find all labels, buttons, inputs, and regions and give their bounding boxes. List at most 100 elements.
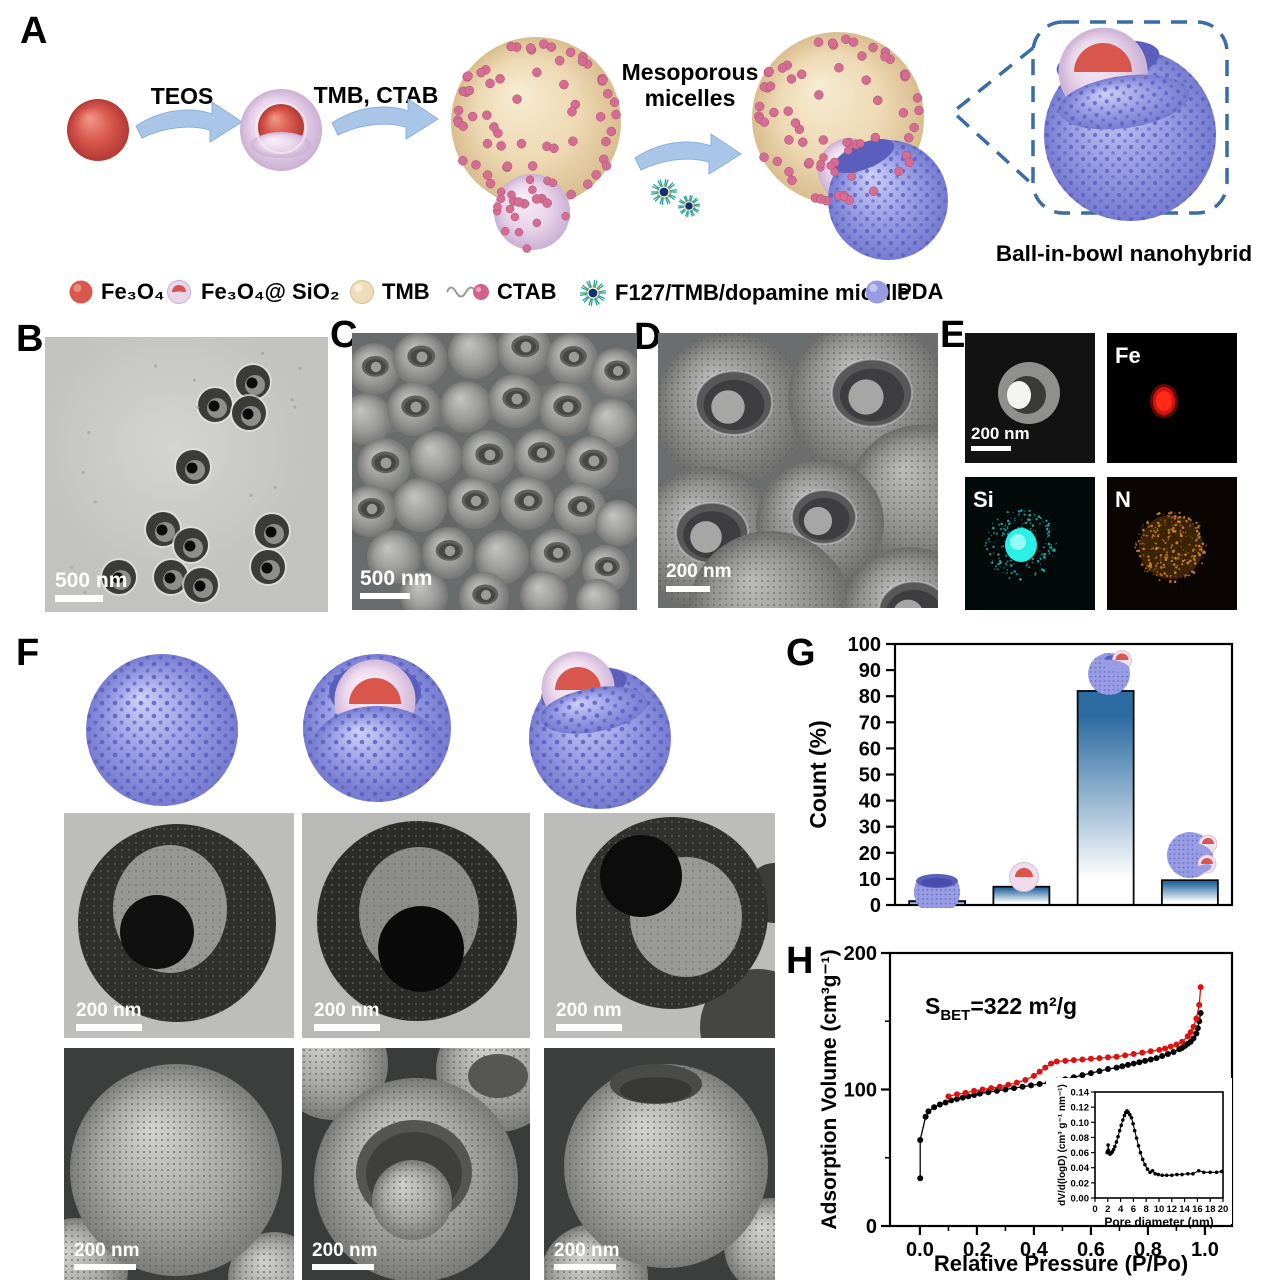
bar-icon-double-ball-in-bowl bbox=[1167, 832, 1218, 878]
tmb-pda-composite bbox=[752, 32, 948, 260]
eds-stem-image: 200 nm bbox=[965, 333, 1095, 463]
schematic-cutaway-sphere bbox=[303, 654, 451, 802]
callout-outline bbox=[950, 20, 1229, 215]
bar-icon-ball-in-bowl bbox=[1088, 650, 1132, 695]
legend-label: CTAB bbox=[497, 279, 557, 304]
arrow-step3 bbox=[634, 133, 742, 175]
legend-label: Fe₃O₄ bbox=[101, 279, 165, 304]
micelle-icon bbox=[678, 195, 700, 217]
tem-image-f1: 200 nm bbox=[64, 813, 294, 1038]
schematic-ball-in-bowl bbox=[529, 651, 671, 809]
svg-text:12: 12 bbox=[1167, 1204, 1178, 1215]
ctab-dots bbox=[754, 34, 924, 206]
arrow-step2 bbox=[331, 98, 439, 140]
panel-a-label: A bbox=[20, 10, 48, 52]
callout-caption: Ball-in-bowl nanohybrid bbox=[996, 241, 1252, 266]
legend-item-micelle: F127/TMB/dopamine micelle bbox=[578, 279, 910, 307]
svg-text:Pore diameter (nm): Pore diameter (nm) bbox=[1104, 1215, 1213, 1229]
legend-label: F127/TMB/dopamine micelle bbox=[615, 280, 910, 305]
legend-item-pda: PDA bbox=[864, 279, 943, 305]
panel-e-label: E bbox=[940, 314, 966, 356]
svg-text:Adsorption Volume (cm³g⁻¹): Adsorption Volume (cm³g⁻¹) bbox=[818, 949, 841, 1229]
svg-text:10: 10 bbox=[859, 869, 881, 891]
svg-text:50: 50 bbox=[859, 765, 881, 787]
scale-bar bbox=[314, 1024, 380, 1031]
legend-item-fe3o4: Fe₃O₄ bbox=[68, 279, 164, 305]
ctab-dots bbox=[453, 39, 621, 209]
svg-text:0: 0 bbox=[866, 1216, 877, 1238]
scale-bar bbox=[312, 1264, 374, 1270]
svg-text:Count (%): Count (%) bbox=[805, 720, 831, 829]
core-shell-sphere bbox=[240, 89, 322, 171]
scale-bar bbox=[55, 595, 103, 602]
svg-text:16: 16 bbox=[1192, 1204, 1203, 1215]
svg-text:0: 0 bbox=[1092, 1204, 1097, 1215]
svg-text:Relative Pressure (P/Po): Relative Pressure (P/Po) bbox=[934, 1251, 1188, 1276]
svg-text:8: 8 bbox=[1144, 1204, 1149, 1215]
svg-text:0.8: 0.8 bbox=[1134, 1239, 1162, 1261]
ctab-surfactant-icon bbox=[446, 284, 489, 300]
micelle-icon bbox=[651, 179, 677, 205]
bar-double-ball-in-bowl bbox=[1160, 879, 1219, 906]
sem-image-f1: 200 nm bbox=[64, 1048, 294, 1280]
sem-particles bbox=[352, 333, 637, 610]
svg-text:80: 80 bbox=[859, 686, 881, 708]
scale-bar bbox=[74, 1264, 136, 1270]
svg-text:0.08: 0.08 bbox=[1071, 1133, 1090, 1144]
sem-image-c: 500 nm bbox=[352, 333, 637, 610]
svg-text:0.04: 0.04 bbox=[1071, 1163, 1090, 1174]
svg-text:14: 14 bbox=[1179, 1204, 1190, 1215]
legend-label: TMB bbox=[382, 279, 430, 304]
svg-text:0.10: 0.10 bbox=[1071, 1118, 1090, 1129]
svg-text:0.4: 0.4 bbox=[1020, 1239, 1049, 1261]
ball-in-bowl-structure bbox=[1044, 27, 1216, 221]
svg-text:dV/d(logD) (cm³ g⁻¹ nm⁻¹): dV/d(logD) (cm³ g⁻¹ nm⁻¹) bbox=[1057, 1084, 1068, 1206]
bar-icon-empty-bowl bbox=[914, 874, 960, 908]
bar-ball-in-bowl bbox=[1076, 690, 1135, 906]
svg-text:90: 90 bbox=[859, 660, 881, 682]
eds-map-fe: Fe bbox=[1107, 333, 1237, 463]
scale-bar bbox=[554, 1264, 616, 1270]
tmb-ctab-droplet bbox=[451, 37, 621, 253]
legend-item-tmb: TMB bbox=[349, 279, 430, 305]
panel-d-label: D bbox=[634, 316, 662, 358]
svg-text:10: 10 bbox=[1154, 1204, 1165, 1215]
sem-image-d: 200 nm bbox=[658, 333, 938, 608]
mesoporous-label-line1: Mesoporous bbox=[622, 59, 759, 85]
micelle-star-icon bbox=[580, 280, 606, 306]
scale-bar-label: 200 nm bbox=[556, 1000, 621, 1021]
svg-text:0: 0 bbox=[870, 895, 881, 917]
svg-text:0.14: 0.14 bbox=[1071, 1088, 1090, 1099]
eds-map-n: N bbox=[1107, 477, 1237, 610]
tem-particles bbox=[70, 351, 302, 604]
svg-text:18: 18 bbox=[1205, 1204, 1216, 1215]
svg-text:200: 200 bbox=[844, 943, 877, 965]
panel-f-label: F bbox=[16, 632, 40, 674]
svg-text:2: 2 bbox=[1105, 1204, 1110, 1215]
svg-text:0.6: 0.6 bbox=[1077, 1239, 1105, 1261]
legend-item-ctab: CTAB bbox=[444, 279, 556, 305]
scale-bar-label: 500 nm bbox=[360, 567, 432, 590]
svg-text:100: 100 bbox=[844, 1080, 877, 1102]
scale-bar-label: 200 nm bbox=[554, 1240, 619, 1261]
scale-bar-label: 200 nm bbox=[312, 1240, 377, 1261]
scale-bar bbox=[666, 586, 710, 592]
svg-text:0.06: 0.06 bbox=[1071, 1148, 1090, 1159]
scale-bar-label: 200 nm bbox=[666, 561, 731, 582]
svg-text:0.02: 0.02 bbox=[1071, 1178, 1090, 1189]
fe3o4-sphere bbox=[67, 99, 129, 161]
scale-bar-label: 200 nm bbox=[74, 1240, 139, 1261]
legend-label: PDA bbox=[897, 279, 944, 304]
teos-label: TEOS bbox=[151, 83, 214, 109]
synthesis-schematic: TEOS TMB, CTAB Mesoporous micelles bbox=[67, 20, 1252, 266]
svg-text:6: 6 bbox=[1131, 1204, 1136, 1215]
bar-icon-core-shell bbox=[1009, 862, 1039, 892]
svg-text:100: 100 bbox=[848, 634, 881, 656]
svg-text:0.0: 0.0 bbox=[906, 1239, 934, 1261]
sem-image-f2: 200 nm bbox=[302, 1048, 530, 1280]
ctab-dots bbox=[816, 138, 865, 202]
svg-text:1.0: 1.0 bbox=[1191, 1239, 1219, 1261]
element-label: N bbox=[1115, 487, 1131, 512]
svg-text:0.00: 0.00 bbox=[1071, 1194, 1090, 1205]
